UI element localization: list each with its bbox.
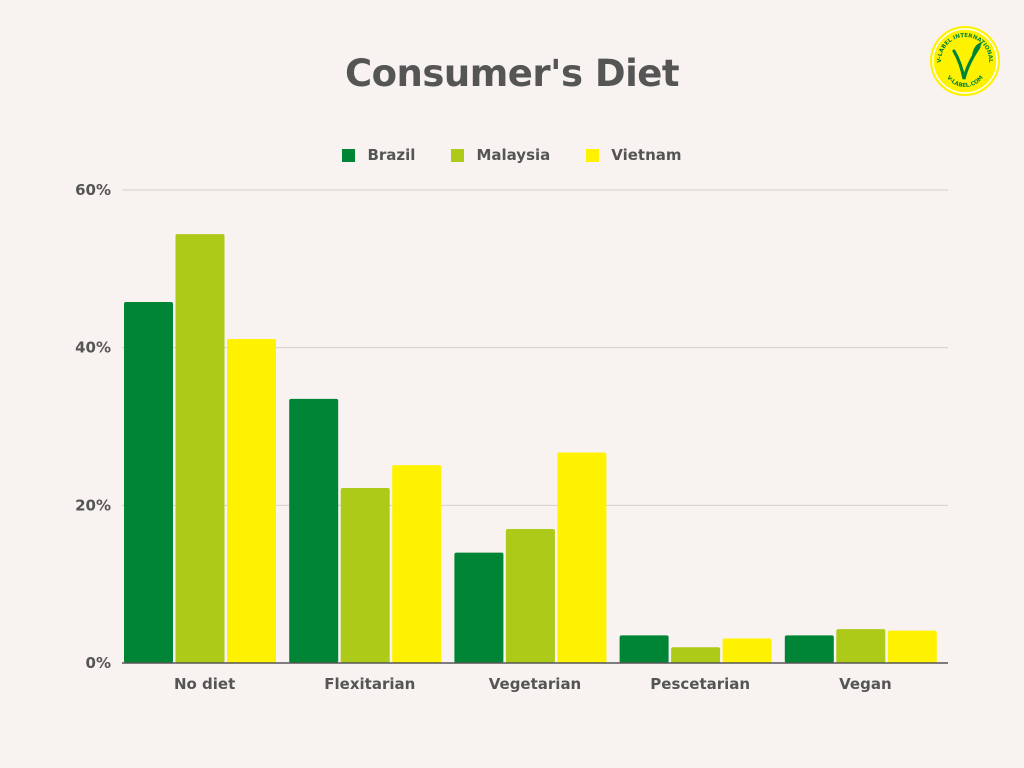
bar-brazil-no-diet bbox=[124, 301, 173, 663]
bar-malaysia-pescetarian bbox=[671, 647, 721, 663]
bar-malaysia-vegetarian bbox=[505, 528, 555, 663]
x-category-label: Pescetarian bbox=[650, 675, 750, 693]
x-category-label: Vegetarian bbox=[489, 675, 582, 693]
bar-vietnam-flexitarian bbox=[392, 465, 442, 663]
bar-vietnam-no-diet bbox=[227, 338, 276, 663]
legend-swatch bbox=[586, 148, 600, 162]
legend-label: Malaysia bbox=[476, 146, 551, 164]
chart-legend: Brazil Malaysia Vietnam bbox=[0, 146, 1024, 164]
logo-badge bbox=[930, 26, 1000, 96]
bar-vietnam-vegan bbox=[887, 630, 937, 663]
bar-brazil-vegan bbox=[784, 635, 834, 663]
bar-malaysia-no-diet bbox=[175, 234, 225, 663]
bar-malaysia-vegan bbox=[836, 629, 886, 663]
v-label-leaf-icon bbox=[952, 42, 982, 80]
legend-item-brazil: Brazil bbox=[342, 146, 415, 164]
chart-title: Consumer's Diet bbox=[344, 52, 680, 95]
y-tick-label: 0% bbox=[86, 654, 111, 672]
legend-swatch bbox=[342, 148, 356, 162]
legend-swatch bbox=[451, 148, 465, 162]
bar-vietnam-pescetarian bbox=[722, 638, 772, 663]
y-tick-label: 20% bbox=[75, 496, 111, 514]
y-tick-label: 40% bbox=[75, 339, 111, 357]
legend-item-malaysia: Malaysia bbox=[451, 146, 550, 164]
x-category-label: No diet bbox=[174, 675, 235, 693]
legend-label: Vietnam bbox=[611, 146, 682, 164]
v-label-logo: V-LABEL INTERNATIONAL V-LABEL.COM bbox=[930, 26, 1000, 96]
bar-brazil-pescetarian bbox=[619, 635, 669, 663]
legend-label: Brazil bbox=[367, 146, 416, 164]
x-category-label: Flexitarian bbox=[324, 675, 415, 693]
bar-vietnam-vegetarian bbox=[557, 452, 607, 663]
bar-malaysia-flexitarian bbox=[340, 487, 390, 663]
bar-brazil-vegetarian bbox=[454, 552, 504, 663]
legend-item-vietnam: Vietnam bbox=[586, 146, 682, 164]
bar-brazil-flexitarian bbox=[289, 398, 339, 663]
x-category-label: Vegan bbox=[839, 675, 892, 693]
y-tick-label: 60% bbox=[75, 181, 111, 199]
logo-ring bbox=[932, 28, 998, 94]
